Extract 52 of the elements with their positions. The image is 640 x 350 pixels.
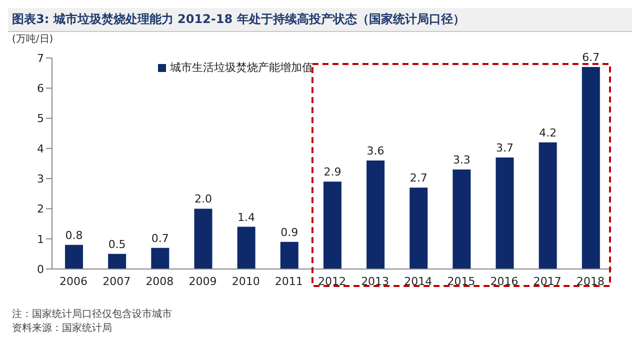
data-label: 0.5	[108, 238, 126, 251]
bar	[366, 160, 385, 269]
bar	[452, 170, 471, 269]
legend-label: 城市生活垃圾焚烧产能增加值	[169, 60, 313, 75]
y-axis-title: (万吨/日)	[12, 32, 54, 46]
bar	[410, 188, 428, 269]
bar	[496, 157, 514, 269]
bar	[108, 254, 126, 269]
data-label: 3.7	[496, 141, 514, 154]
x-tick-label: 2009	[188, 274, 217, 288]
bar	[280, 242, 298, 269]
x-tick-label: 2018	[576, 274, 604, 288]
x-tick-label: 2015	[447, 274, 476, 288]
data-label: 4.2	[539, 126, 557, 140]
y-tick-label: 0	[37, 262, 44, 276]
y-tick-label: 6	[37, 82, 44, 96]
bar	[582, 67, 600, 269]
x-tick-label: 2008	[146, 274, 174, 288]
y-tick-label: 1	[37, 232, 44, 246]
data-label: 2.9	[324, 166, 342, 179]
x-tick-label: 2007	[102, 274, 131, 288]
x-tick-label: 2013	[361, 274, 390, 288]
data-label: 0.9	[280, 226, 298, 239]
text: 注：国家统计局口径仅包含设市城市	[11, 308, 173, 322]
data-label: 0.7	[151, 232, 169, 245]
bar	[538, 142, 557, 269]
bar	[194, 208, 212, 269]
bar	[237, 226, 256, 269]
data-label: 2.0	[194, 192, 212, 206]
y-tick-label: 4	[37, 142, 44, 156]
x-tick-label: 2006	[60, 274, 88, 288]
data-label: 3.3	[452, 154, 470, 167]
bar	[65, 244, 83, 269]
bar	[151, 248, 170, 269]
data-label: 0.8	[65, 228, 83, 242]
chart-title: 图表3: 城市垃圾焚烧处理能力 2012-18 年处于持续高投产状态（国家统计局口径）	[8, 8, 632, 32]
data-label: 3.6	[366, 144, 384, 158]
x-tick-label: 2016	[490, 274, 518, 288]
data-label: 2.7	[410, 172, 428, 185]
x-tick-label: 2012	[318, 274, 346, 288]
x-tick-label: 2017	[533, 274, 562, 288]
data-label: 6.7	[582, 51, 600, 64]
bar	[323, 182, 342, 269]
y-tick-label: 7	[37, 52, 44, 65]
x-tick-label: 2010	[232, 274, 260, 288]
text: 资料来源：国家统计局	[11, 322, 113, 336]
y-tick-label: 5	[37, 112, 44, 126]
y-tick-label: 3	[37, 172, 44, 186]
y-tick-label: 2	[37, 202, 44, 216]
data-label: 1.4	[238, 210, 256, 224]
x-tick-label: 2011	[274, 274, 303, 288]
x-tick-label: 2014	[404, 274, 432, 288]
